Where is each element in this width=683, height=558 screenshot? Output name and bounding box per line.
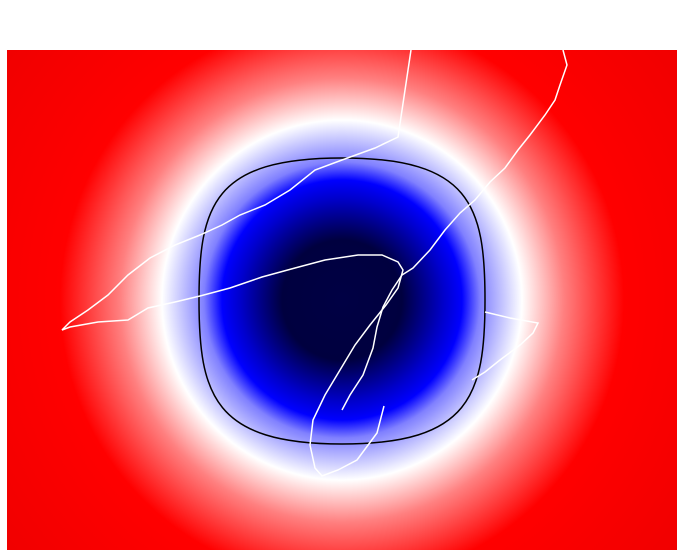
trajectory-3 (471, 311, 540, 381)
trajectory-2 (341, 50, 568, 411)
scalar-field (7, 50, 677, 550)
trajectory-lines (61, 50, 568, 477)
plot-area (7, 50, 677, 550)
zero-contour (198, 157, 486, 445)
trajectory-1 (61, 50, 412, 477)
